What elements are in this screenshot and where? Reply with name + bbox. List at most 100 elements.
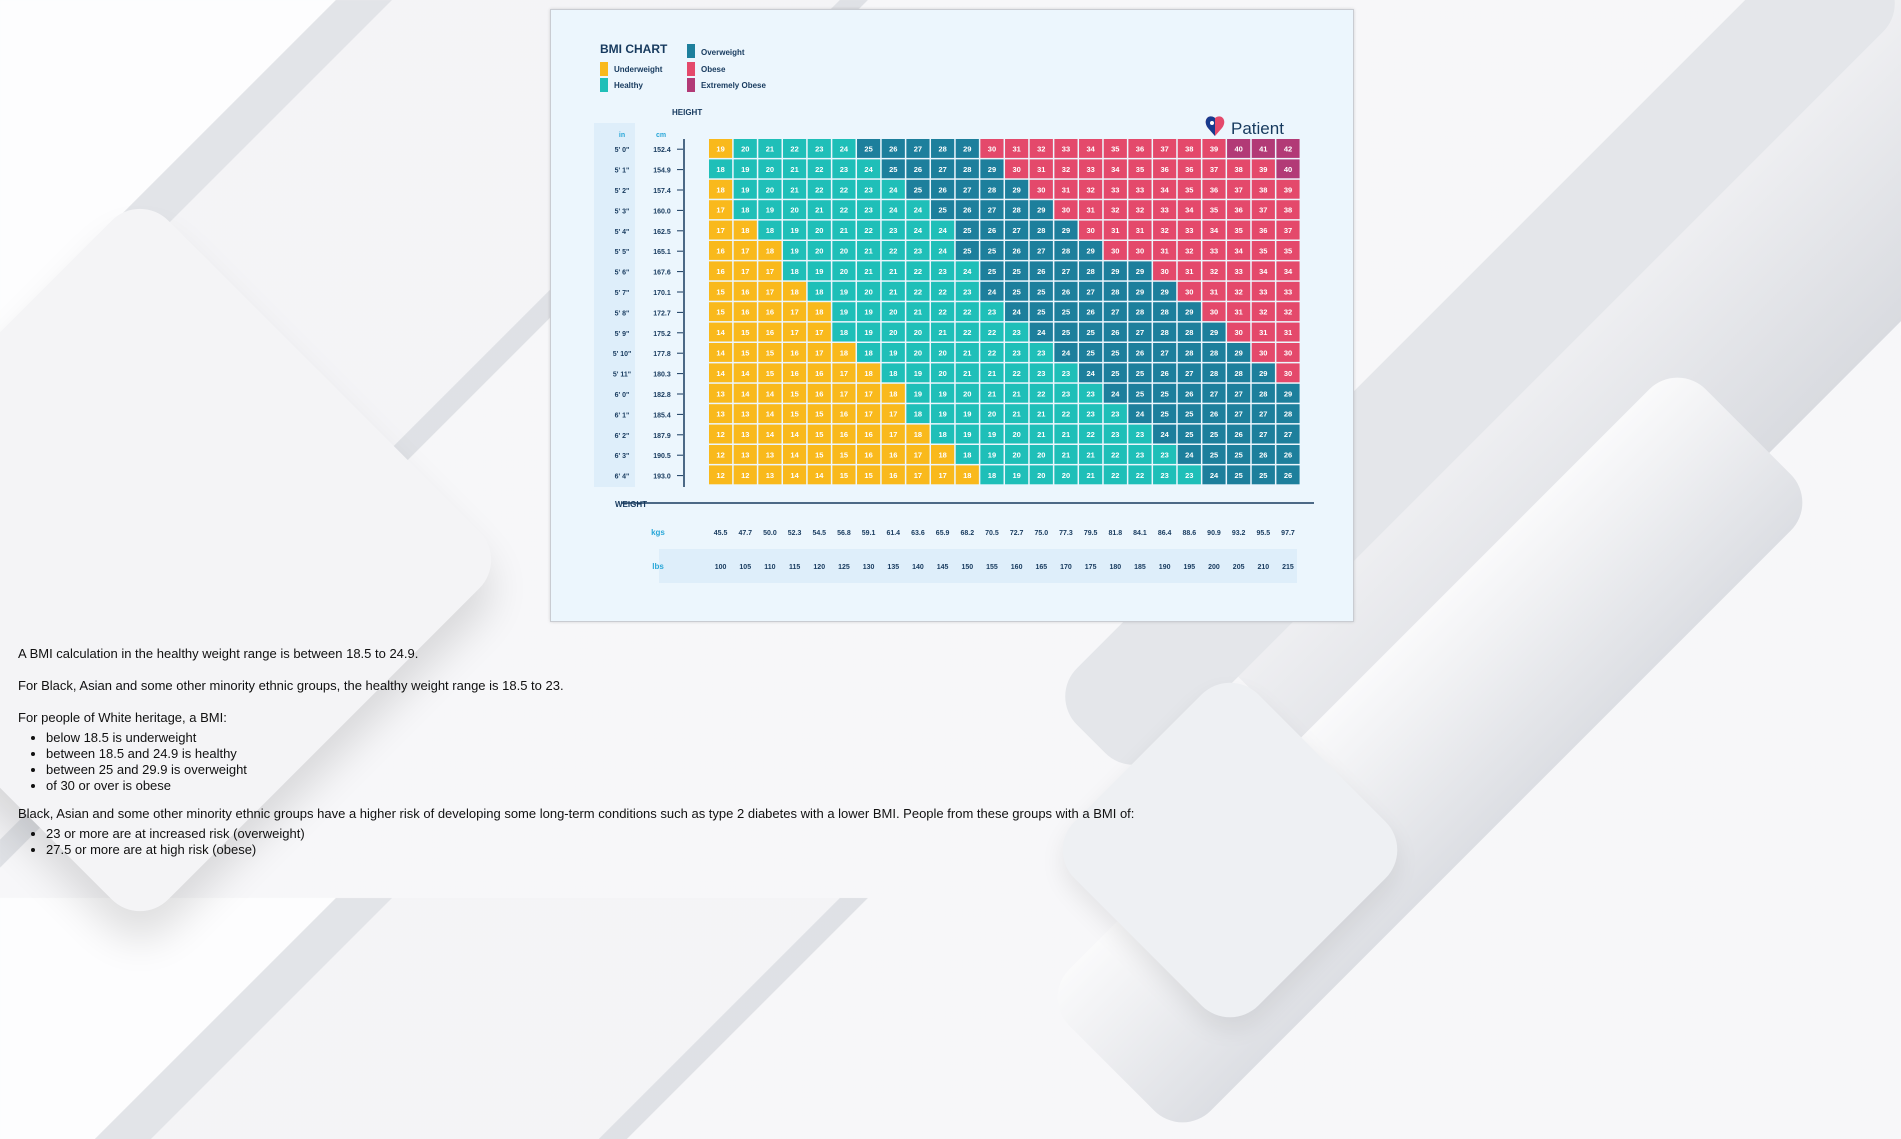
legend-label-underweight: Underweight <box>614 65 663 74</box>
bmi-cell <box>881 445 905 464</box>
bmi-cell-value: 36 <box>1210 185 1218 194</box>
bmi-cell-value: 26 <box>914 165 922 174</box>
bmi-cell-value: 28 <box>1111 287 1119 296</box>
bmi-cell-value: 29 <box>963 144 971 153</box>
bmi-cell-value: 20 <box>914 348 922 357</box>
bmi-cell-value: 25 <box>1012 267 1020 276</box>
bmi-cell <box>1005 445 1029 464</box>
bmi-cell <box>931 261 955 281</box>
bmi-cell <box>1227 281 1251 301</box>
bmi-cell-value: 20 <box>766 185 774 194</box>
bmi-cell-value: 28 <box>1234 369 1242 378</box>
height-in-label: 5' 7" <box>615 290 630 297</box>
bmi-cell <box>758 241 782 260</box>
bmi-cell <box>931 383 955 403</box>
bmi-cell <box>832 302 856 322</box>
bmi-cell-value: 23 <box>1012 348 1020 357</box>
bmi-cell-value: 24 <box>1111 389 1120 398</box>
bmi-cell <box>980 261 1004 281</box>
bmi-cell <box>1177 343 1201 362</box>
bmi-cell-value: 31 <box>1037 165 1045 174</box>
bmi-cell-value: 13 <box>766 471 774 480</box>
bmi-cell <box>1202 383 1226 403</box>
bmi-cell-value: 37 <box>1210 165 1218 174</box>
bmi-cell <box>709 445 733 464</box>
bmi-cell <box>980 200 1004 220</box>
bmi-cell-value: 30 <box>1037 185 1045 194</box>
bmi-cell <box>931 363 955 383</box>
bmi-cell-value: 17 <box>766 287 774 296</box>
bmi-cell <box>1202 220 1226 240</box>
bmi-cell-value: 17 <box>815 328 823 337</box>
bmi-cell <box>832 220 856 240</box>
bmi-cell-value: 25 <box>1185 430 1193 439</box>
bmi-cell-value: 28 <box>1284 410 1292 419</box>
bmi-cell-value: 18 <box>741 206 749 215</box>
bmi-cell <box>1251 179 1275 199</box>
bmi-cell <box>1103 139 1127 158</box>
bmi-cell-value: 30 <box>1111 246 1119 255</box>
bmi-cell <box>906 241 930 260</box>
bmi-cell-value: 30 <box>1136 246 1144 255</box>
bmi-cell <box>1029 424 1053 444</box>
bmi-cell <box>1227 363 1251 383</box>
bmi-cell <box>1177 281 1201 301</box>
weight-kg-label: 63.6 <box>911 530 925 537</box>
bmi-cell <box>832 445 856 464</box>
bmi-cell <box>783 139 807 158</box>
bmi-cell-value: 14 <box>815 471 824 480</box>
bmi-cell <box>832 322 856 342</box>
bmi-cell <box>1177 302 1201 322</box>
bmi-cell-value: 26 <box>988 226 996 235</box>
bmi-cell <box>807 139 831 158</box>
bmi-cell-value: 19 <box>988 430 996 439</box>
bmi-cell-value: 23 <box>889 226 897 235</box>
bmi-cell-value: 23 <box>815 144 823 153</box>
height-cm-label: 172.7 <box>653 310 671 317</box>
bmi-cell-value: 21 <box>840 226 848 235</box>
bmi-cell-value: 32 <box>1210 267 1218 276</box>
bmi-cell <box>1227 465 1251 485</box>
bmi-cell-value: 28 <box>1160 308 1168 317</box>
bmi-cell <box>832 139 856 158</box>
bmi-cell-value: 32 <box>1062 165 1070 174</box>
bmi-cell-value: 20 <box>1012 450 1020 459</box>
bmi-cell-value: 23 <box>1136 450 1144 459</box>
bmi-cell <box>1227 220 1251 240</box>
bmi-cell-value: 38 <box>1259 185 1267 194</box>
bmi-cell-value: 22 <box>963 308 971 317</box>
bmi-cell <box>980 322 1004 342</box>
bmi-cell-value: 27 <box>1012 226 1020 235</box>
bmi-cell-value: 12 <box>716 450 724 459</box>
height-cm-label: 165.1 <box>653 249 671 256</box>
bmi-cell-value: 28 <box>988 185 996 194</box>
bmi-cell <box>1251 241 1275 260</box>
bmi-cell <box>758 424 782 444</box>
bmi-cell <box>1005 241 1029 260</box>
bmi-cell <box>1128 281 1152 301</box>
bmi-cell <box>1227 424 1251 444</box>
bmi-cell-value: 20 <box>864 287 872 296</box>
bmi-cell <box>783 445 807 464</box>
bmi-cell-value: 21 <box>815 206 823 215</box>
bmi-cell-value: 21 <box>1037 410 1045 419</box>
bmi-cell <box>1054 179 1078 199</box>
bmi-cell <box>980 343 1004 362</box>
bmi-cell-value: 21 <box>963 369 971 378</box>
bmi-cell-value: 25 <box>1111 369 1119 378</box>
bmi-cell-value: 25 <box>1037 308 1045 317</box>
bmi-cell <box>1029 139 1053 158</box>
bmi-cell-value: 29 <box>1086 246 1094 255</box>
bmi-cell <box>1128 179 1152 199</box>
bmi-cell <box>758 200 782 220</box>
bmi-cell <box>1276 159 1300 179</box>
bmi-cell-value: 22 <box>914 267 922 276</box>
bmi-article: A BMI calculation in the healthy weight … <box>18 646 1318 870</box>
bmi-cell-value: 39 <box>1284 185 1292 194</box>
bmi-cell <box>931 241 955 260</box>
bmi-cell-value: 20 <box>889 328 897 337</box>
bmi-cell-value: 28 <box>1259 389 1267 398</box>
weight-kg-label: 59.1 <box>862 530 876 537</box>
lbs-label: lbs <box>652 562 664 571</box>
bmi-cell-value: 27 <box>1210 389 1218 398</box>
